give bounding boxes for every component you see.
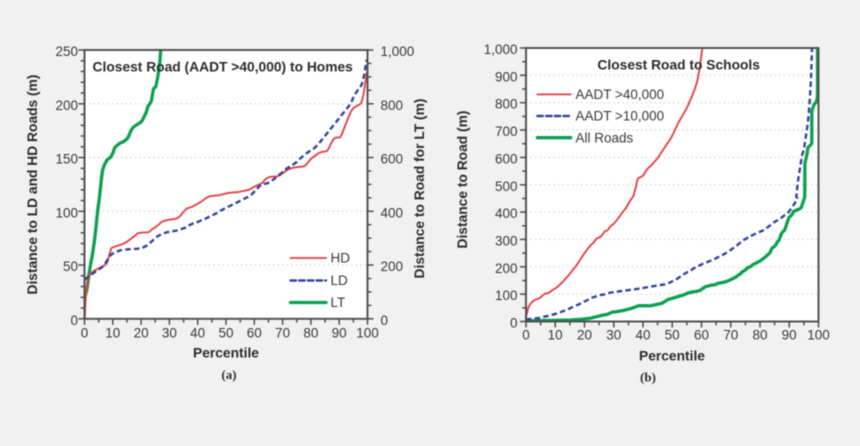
svg-text:Closest Road (AADT >40,000) to: Closest Road (AADT >40,000) to Homes — [93, 60, 354, 75]
svg-text:0: 0 — [81, 326, 89, 341]
svg-text:10: 10 — [105, 326, 120, 341]
svg-text:100: 100 — [356, 326, 379, 341]
svg-text:Distance to Road for LT (m): Distance to Road for LT (m) — [412, 99, 427, 279]
svg-text:20: 20 — [577, 328, 592, 343]
svg-text:50: 50 — [665, 328, 680, 343]
svg-text:700: 700 — [495, 124, 518, 139]
svg-text:200: 200 — [381, 259, 404, 274]
svg-text:30: 30 — [606, 328, 621, 343]
svg-text:800: 800 — [495, 97, 518, 112]
svg-text:0: 0 — [510, 316, 518, 331]
svg-text:800: 800 — [381, 98, 404, 113]
svg-text:200: 200 — [55, 98, 78, 113]
svg-text:0: 0 — [70, 313, 78, 328]
svg-text:250: 250 — [55, 44, 78, 59]
svg-text:80: 80 — [752, 328, 767, 343]
svg-text:Closest Road to Schools: Closest Road to Schools — [597, 58, 760, 73]
svg-text:10: 10 — [548, 328, 563, 343]
svg-text:Distance to LD and HD Roads (m: Distance to LD and HD Roads (m) — [25, 74, 40, 294]
svg-text:LT: LT — [331, 295, 346, 310]
svg-text:50: 50 — [63, 259, 78, 274]
svg-text:300: 300 — [495, 233, 518, 248]
svg-text:40: 40 — [635, 328, 650, 343]
svg-text:100: 100 — [495, 288, 518, 303]
svg-text:0: 0 — [381, 313, 389, 328]
svg-text:Percentile: Percentile — [193, 346, 259, 361]
svg-text:AADT >40,000: AADT >40,000 — [576, 87, 665, 102]
svg-text:60: 60 — [694, 328, 709, 343]
svg-text:All Roads: All Roads — [576, 130, 634, 145]
svg-text:100: 100 — [55, 205, 78, 220]
svg-text:20: 20 — [134, 326, 149, 341]
svg-text:70: 70 — [275, 326, 290, 341]
svg-text:80: 80 — [303, 326, 318, 341]
svg-text:70: 70 — [723, 328, 738, 343]
svg-text:Percentile: Percentile — [639, 349, 705, 364]
svg-text:1,000: 1,000 — [381, 44, 415, 59]
svg-text:400: 400 — [381, 205, 404, 220]
svg-text:(a): (a) — [221, 367, 236, 382]
svg-text:LD: LD — [331, 273, 349, 288]
svg-text:50: 50 — [218, 326, 233, 341]
svg-text:(b): (b) — [640, 370, 656, 385]
svg-text:AADT >10,000: AADT >10,000 — [576, 109, 665, 124]
svg-text:500: 500 — [495, 179, 518, 194]
svg-text:1,000: 1,000 — [484, 42, 518, 57]
svg-text:200: 200 — [495, 261, 518, 276]
svg-text:30: 30 — [162, 326, 177, 341]
svg-text:60: 60 — [247, 326, 262, 341]
svg-text:600: 600 — [495, 151, 518, 166]
svg-text:100: 100 — [807, 328, 830, 343]
svg-text:90: 90 — [332, 326, 347, 341]
svg-text:0: 0 — [522, 328, 530, 343]
svg-text:600: 600 — [381, 152, 404, 167]
svg-text:Distance to Road (m): Distance to Road (m) — [455, 111, 470, 249]
svg-text:900: 900 — [495, 69, 518, 84]
svg-text:40: 40 — [190, 326, 205, 341]
svg-text:150: 150 — [55, 152, 78, 167]
svg-text:90: 90 — [782, 328, 797, 343]
svg-text:HD: HD — [331, 251, 351, 266]
svg-text:400: 400 — [495, 206, 518, 221]
